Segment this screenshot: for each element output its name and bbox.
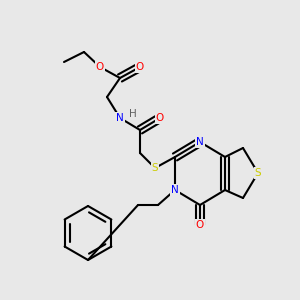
Text: H: H bbox=[129, 109, 137, 119]
Text: S: S bbox=[152, 163, 158, 173]
Text: O: O bbox=[96, 62, 104, 72]
Text: N: N bbox=[116, 113, 124, 123]
Text: S: S bbox=[255, 168, 261, 178]
Text: N: N bbox=[196, 137, 204, 147]
Text: O: O bbox=[136, 62, 144, 72]
Text: O: O bbox=[156, 113, 164, 123]
Text: N: N bbox=[171, 185, 179, 195]
Text: O: O bbox=[196, 220, 204, 230]
